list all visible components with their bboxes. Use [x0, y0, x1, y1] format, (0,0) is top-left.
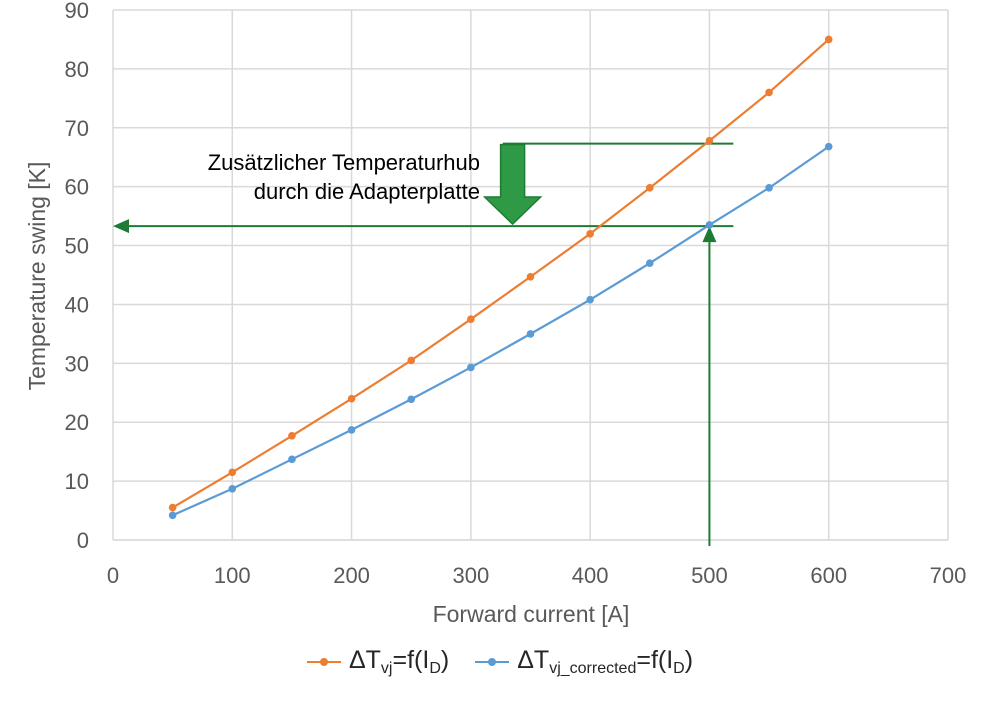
x-tick-label: 100	[214, 563, 251, 588]
x-tick-label: 700	[930, 563, 967, 588]
annotation-text-line2: durch die Adapterplatte	[254, 179, 480, 204]
legend-label-tvj-corrected: ΔTvj_corrected=f(ID)	[517, 646, 694, 677]
legend: ΔTvj=f(ID) ΔTvj_corrected=f(ID)	[0, 646, 1000, 678]
x-tick-labels: 0 100 200 300 400 500 600 700	[107, 563, 966, 588]
data-point	[645, 184, 654, 192]
y-tick-label: 0	[77, 528, 89, 553]
data-point	[168, 511, 177, 520]
y-tick-label: 10	[65, 469, 89, 494]
annotation-text-line1: Zusätzlicher Temperaturhub	[208, 150, 480, 175]
series-line-0	[172, 38, 830, 509]
y-axis-title: Temperature swing [K]	[24, 162, 50, 391]
data-point	[824, 142, 833, 151]
grid	[112, 9, 949, 541]
data-point	[168, 503, 177, 512]
left-arrowhead	[113, 219, 129, 234]
x-tick-label: 600	[810, 563, 847, 588]
y-tick-label: 60	[65, 175, 89, 200]
series-line-1	[172, 145, 830, 517]
data-point	[824, 35, 833, 44]
y-tick-label: 40	[65, 292, 89, 317]
data-point	[467, 363, 475, 372]
x-tick-label: 0	[107, 563, 119, 588]
y-tick-label: 50	[65, 234, 89, 259]
data-point	[467, 315, 475, 323]
data-point	[288, 431, 296, 440]
data-point	[347, 394, 356, 403]
data-point	[347, 426, 356, 434]
data-point	[526, 272, 535, 281]
data-point	[288, 455, 296, 464]
x-tick-label: 200	[333, 563, 370, 588]
data-point	[586, 295, 594, 304]
x-tick-label: 500	[691, 563, 728, 588]
down-block-arrow	[482, 143, 543, 226]
data-point	[586, 229, 594, 238]
legend-label-tvj: ΔTvj=f(ID)	[348, 646, 450, 677]
data-point	[765, 184, 773, 192]
annotations: Zusätzlicher Temperaturhub durch die Ada…	[113, 142, 734, 546]
data-point	[228, 484, 237, 493]
y-tick-label: 70	[65, 116, 89, 141]
data-point	[765, 88, 773, 97]
y-tick-label: 90	[65, 0, 89, 23]
data-point	[526, 330, 535, 338]
data-point	[407, 356, 416, 365]
y-tick-labels: 0 10 20 30 40 50 60 70 80 90	[65, 0, 89, 553]
data-point	[645, 259, 654, 268]
y-tick-label: 80	[65, 57, 89, 82]
data-point	[705, 136, 714, 145]
legend-marker-tvj-corrected	[475, 655, 510, 669]
x-axis-title: Forward current [A]	[433, 601, 630, 627]
data-point	[228, 468, 237, 477]
x-tick-label: 300	[452, 563, 489, 588]
legend-entry-tvj: ΔTvj=f(ID)	[306, 646, 450, 678]
up-arrowhead	[702, 226, 717, 243]
y-tick-label: 30	[65, 351, 89, 376]
data-point	[705, 221, 714, 229]
y-tick-label: 20	[65, 410, 89, 435]
x-tick-label: 400	[572, 563, 609, 588]
legend-entry-tvj-corrected: ΔTvj_corrected=f(ID)	[475, 646, 693, 678]
legend-marker-tvj	[306, 655, 341, 669]
series	[168, 35, 833, 520]
data-point	[407, 395, 416, 404]
